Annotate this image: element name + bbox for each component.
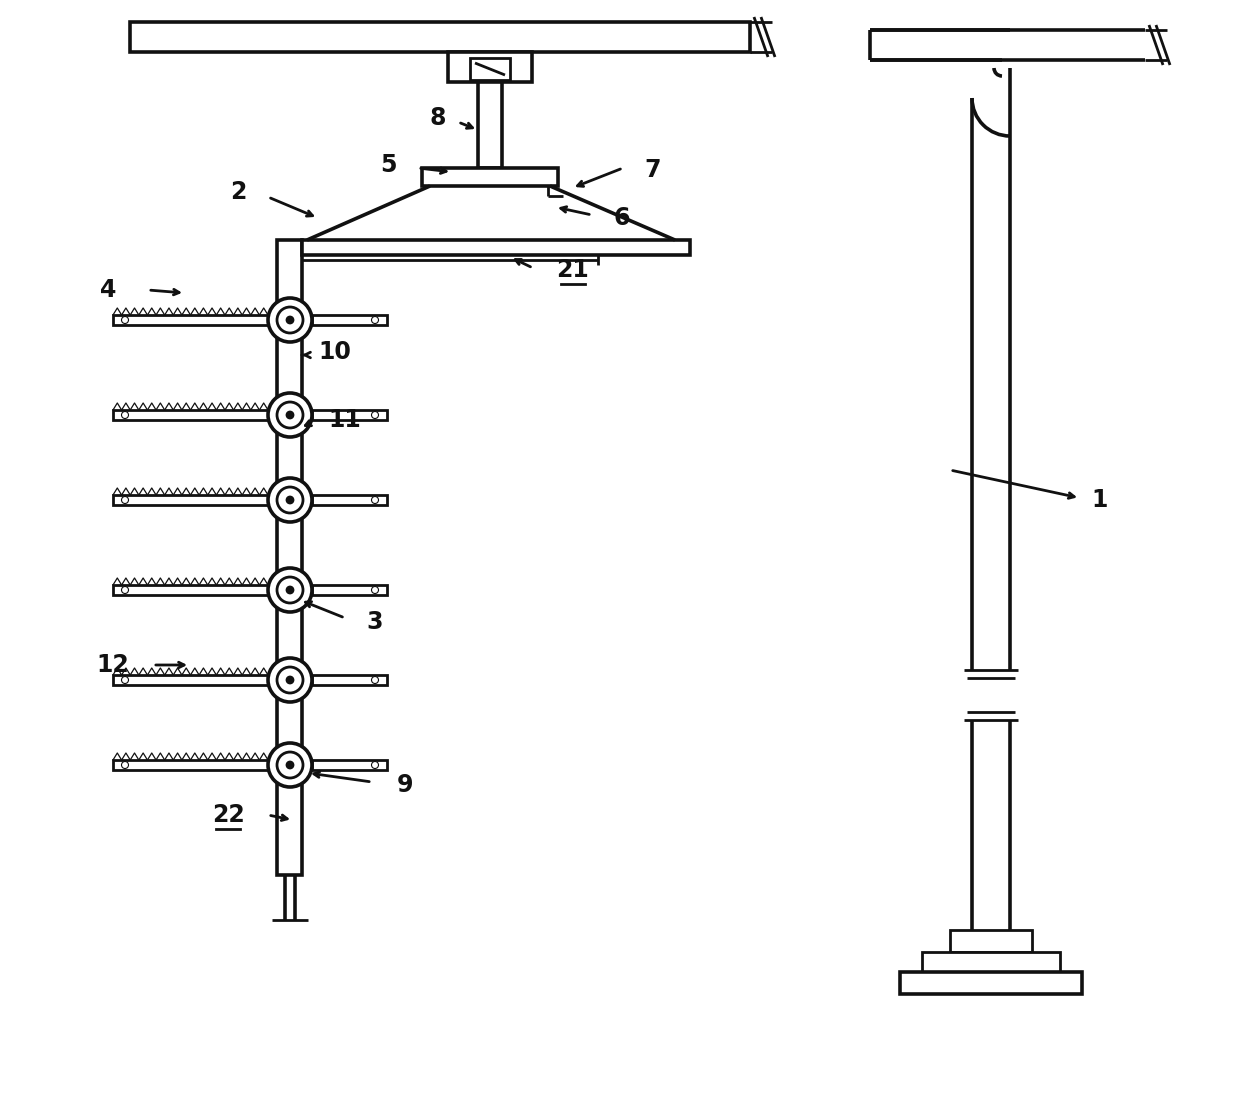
Circle shape [122,676,129,684]
Circle shape [268,657,312,702]
Circle shape [122,497,129,503]
Circle shape [286,412,293,418]
Bar [130,22,750,53]
Bar [113,315,268,325]
Circle shape [268,743,312,787]
Circle shape [286,677,293,683]
Bar [900,971,1083,994]
Circle shape [286,497,293,503]
Bar [312,675,387,685]
Text: 10: 10 [319,340,351,364]
Bar [312,760,387,770]
Text: 1: 1 [1091,488,1109,512]
Circle shape [268,393,312,437]
Text: 5: 5 [379,153,397,177]
Circle shape [277,401,303,428]
Circle shape [286,317,293,323]
Circle shape [122,316,129,324]
Bar [312,585,387,595]
Text: 3: 3 [367,610,383,635]
Bar [303,240,689,255]
Circle shape [286,587,293,593]
Text: 21: 21 [557,258,589,282]
Bar [448,53,532,82]
Bar [312,494,387,505]
Bar [312,410,387,420]
Bar [113,585,268,595]
Bar [113,410,268,420]
Circle shape [122,411,129,419]
Text: 2: 2 [229,181,247,203]
Circle shape [372,411,378,419]
Circle shape [286,763,293,768]
Circle shape [277,667,303,693]
Text: 22: 22 [212,803,244,827]
Bar [277,240,303,875]
Circle shape [277,577,303,603]
Circle shape [277,752,303,778]
Bar [113,494,268,505]
Circle shape [372,761,378,768]
Circle shape [372,586,378,594]
Bar [113,760,268,770]
Text: 6: 6 [614,206,630,230]
Bar [923,952,1060,971]
Circle shape [122,586,129,594]
Bar [950,930,1032,952]
Bar [113,675,268,685]
Circle shape [268,298,312,342]
Text: 9: 9 [397,773,413,798]
Text: 8: 8 [430,106,446,130]
Circle shape [122,761,129,768]
Bar [470,58,510,80]
Circle shape [277,487,303,513]
Circle shape [268,478,312,522]
Bar [312,315,387,325]
Circle shape [372,676,378,684]
Text: 7: 7 [645,158,661,182]
Bar [477,82,502,168]
Text: 4: 4 [99,278,117,302]
Circle shape [277,307,303,333]
Text: 12: 12 [97,653,129,677]
Bar [422,168,558,186]
Circle shape [268,568,312,612]
Text: 11: 11 [329,408,361,432]
Circle shape [372,497,378,503]
Circle shape [372,316,378,324]
